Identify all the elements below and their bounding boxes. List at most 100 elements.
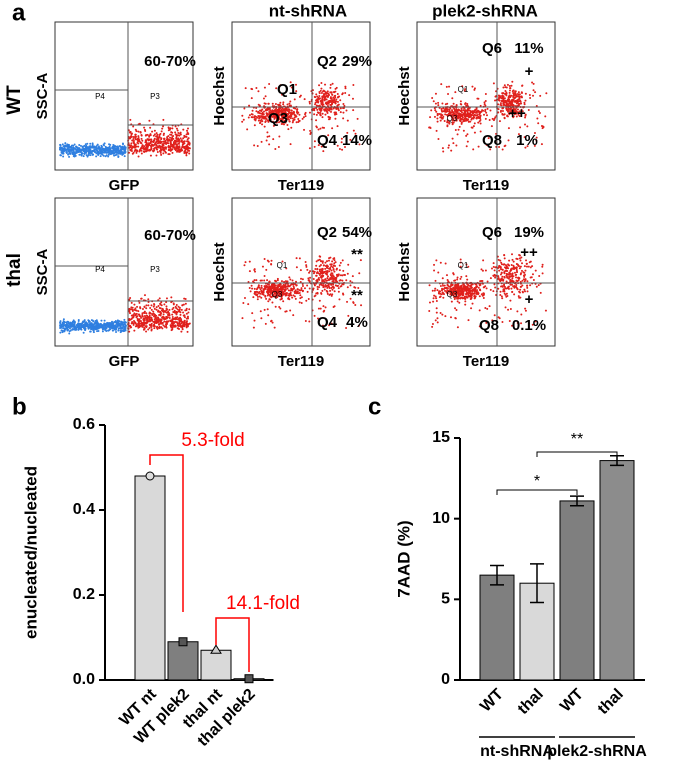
gate-annotation: P4 [95, 265, 105, 274]
event-dot [187, 325, 189, 327]
event-dot [73, 154, 75, 156]
event-dot [156, 306, 158, 308]
event-dot [179, 323, 181, 325]
event-dot [464, 111, 466, 113]
event-dot [476, 114, 478, 116]
event-dot [544, 115, 546, 117]
event-dot [118, 320, 120, 322]
event-dot [347, 286, 349, 288]
event-dot [440, 120, 442, 122]
event-dot [316, 272, 318, 274]
event-dot [477, 293, 479, 295]
event-dot [502, 97, 504, 99]
event-dot [524, 100, 526, 102]
event-dot [171, 127, 173, 129]
event-dot [516, 310, 518, 312]
event-dot [293, 285, 295, 287]
event-dot [467, 292, 469, 294]
event-dot [342, 117, 344, 119]
event-dot [331, 127, 333, 129]
event-dot [253, 327, 255, 329]
event-dot [309, 270, 311, 272]
event-dot [334, 97, 336, 99]
event-dot [267, 289, 269, 291]
event-dot [186, 130, 188, 132]
event-dot [284, 290, 286, 292]
event-dot [287, 286, 289, 288]
event-dot [166, 297, 168, 299]
event-dot [161, 323, 163, 325]
event-dot [437, 121, 439, 123]
event-dot [352, 98, 354, 100]
event-dot [327, 102, 329, 104]
event-dot [540, 292, 542, 294]
event-dot [257, 298, 259, 300]
event-dot [268, 143, 270, 145]
event-dot [129, 131, 131, 133]
event-dot [294, 115, 296, 117]
event-dot [83, 324, 85, 326]
event-dot [150, 141, 152, 143]
event-dot [262, 288, 264, 290]
event-dot [329, 293, 331, 295]
event-dot [506, 100, 508, 102]
event-dot [518, 265, 520, 267]
event-dot [123, 145, 125, 147]
event-dot [480, 122, 482, 124]
event-dot [261, 120, 263, 122]
event-dot [342, 270, 344, 272]
event-dot [252, 281, 254, 283]
event-dot [336, 274, 338, 276]
event-dot [261, 141, 263, 143]
gate-annotation: 14% [342, 132, 372, 149]
fold-annotation: 14.1-fold [226, 593, 300, 614]
event-dot [326, 290, 328, 292]
event-dot [349, 280, 351, 282]
event-dot [128, 309, 130, 311]
event-dot [517, 258, 519, 260]
row-label: thal [4, 253, 25, 287]
y-axis-label: Hoechst [396, 66, 413, 125]
event-dot [185, 153, 187, 155]
event-dot [175, 133, 177, 135]
event-dot [156, 132, 158, 134]
event-dot [313, 278, 315, 280]
event-dot [442, 151, 444, 153]
event-dot [156, 321, 158, 323]
event-dot [494, 314, 496, 316]
event-dot [164, 326, 166, 328]
event-dot [74, 321, 76, 323]
event-dot [331, 94, 333, 96]
event-dot [144, 148, 146, 150]
event-dot [275, 306, 277, 308]
event-dot [466, 145, 468, 147]
event-dot [121, 154, 123, 156]
event-dot [149, 307, 151, 309]
event-dot [435, 103, 437, 105]
event-dot [507, 84, 509, 86]
event-dot [330, 270, 332, 272]
event-dot [315, 275, 317, 277]
event-dot [429, 116, 431, 118]
event-dot [328, 260, 330, 262]
event-dot [314, 315, 316, 317]
event-dot [479, 288, 481, 290]
event-dot [156, 326, 158, 328]
event-dot [292, 279, 294, 281]
event-dot [177, 132, 179, 134]
event-dot [259, 122, 261, 124]
event-dot [528, 109, 530, 111]
event-dot [91, 152, 93, 154]
event-dot [323, 271, 325, 273]
event-dot [164, 146, 166, 148]
event-dot [512, 101, 514, 103]
event-dot [327, 275, 329, 277]
event-dot [435, 297, 437, 299]
event-dot [430, 109, 432, 111]
event-dot [499, 120, 501, 122]
event-dot [162, 141, 164, 143]
event-dot [529, 94, 531, 96]
event-dot [291, 297, 293, 299]
event-dot [485, 112, 487, 114]
gate-annotation: 1% [516, 132, 538, 149]
